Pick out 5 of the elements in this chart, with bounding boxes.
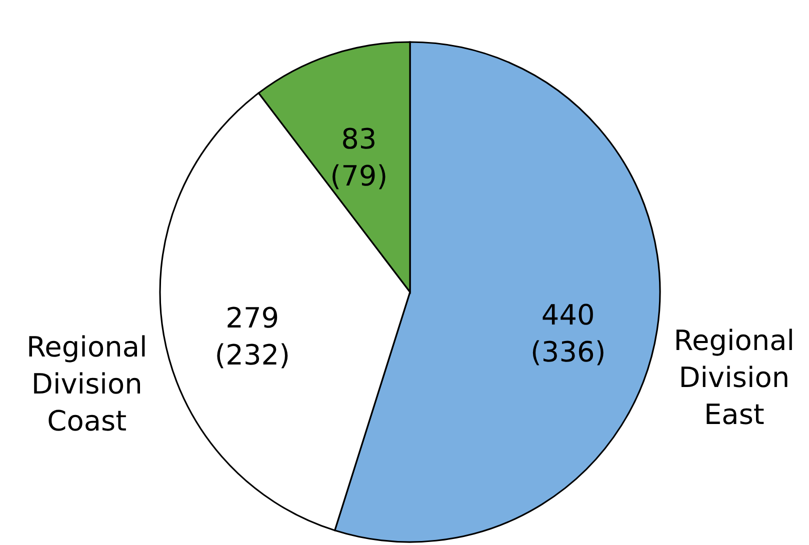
slice-label: Regional Division East xyxy=(674,324,795,431)
data-label: 279 (232) xyxy=(214,301,290,372)
data-label: 440 (336) xyxy=(530,298,606,368)
slice-label: Regional Division Coast xyxy=(26,330,148,438)
data-label: 83 (79) xyxy=(330,122,388,192)
